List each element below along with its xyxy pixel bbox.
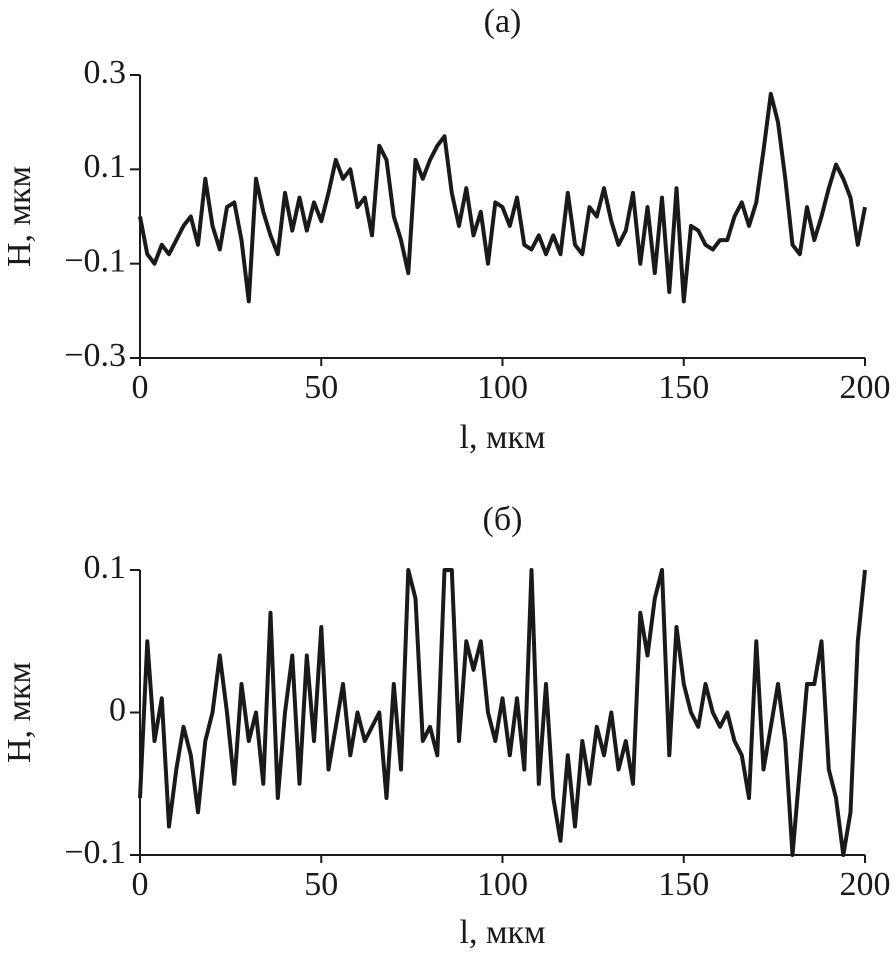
x-tick-label: 200 bbox=[840, 866, 891, 903]
chart-title: (б) bbox=[483, 501, 523, 538]
data-line bbox=[138, 91, 867, 304]
y-tick-label: −0.3 bbox=[64, 337, 126, 374]
x-tick-label: 200 bbox=[840, 369, 891, 406]
x-axis-label: l, мкм bbox=[460, 914, 546, 951]
y-tick-label: −0.1 bbox=[64, 834, 126, 871]
x-tick-label: 100 bbox=[477, 369, 528, 406]
y-tick-label: 0 bbox=[109, 691, 126, 728]
y-tick-label: 0.1 bbox=[84, 148, 127, 185]
x-tick-label: 100 bbox=[477, 866, 528, 903]
y-axis-label: H, мкм bbox=[1, 166, 38, 267]
y-tick-label: 0.1 bbox=[84, 549, 127, 586]
x-tick-label: 0 bbox=[132, 369, 149, 406]
chart-title: (a) bbox=[484, 3, 522, 40]
x-tick-label: 50 bbox=[304, 369, 338, 406]
x-tick-label: 150 bbox=[658, 866, 709, 903]
y-tick-label: 0.3 bbox=[84, 54, 127, 91]
x-tick-label: 150 bbox=[658, 369, 709, 406]
x-tick-label: 50 bbox=[304, 866, 338, 903]
y-tick-label: −0.1 bbox=[64, 242, 126, 279]
y-axis-label: H, мкм bbox=[1, 662, 38, 763]
x-axis-label: l, мкм bbox=[460, 419, 546, 456]
x-tick-label: 0 bbox=[132, 866, 149, 903]
data-line bbox=[138, 568, 867, 857]
